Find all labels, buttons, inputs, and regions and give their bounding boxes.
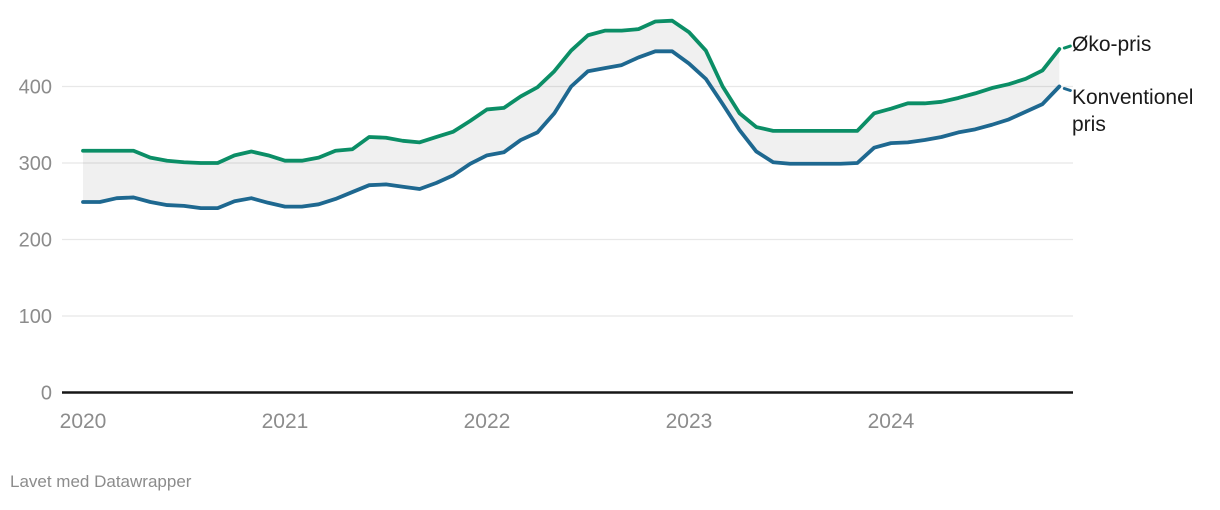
datawrapper-attribution-link[interactable]: Lavet med Datawrapper bbox=[10, 472, 192, 491]
x-tick-label: 2024 bbox=[868, 410, 915, 433]
y-tick-label: 100 bbox=[19, 306, 52, 328]
x-tick-label: 2023 bbox=[666, 410, 713, 433]
y-tick-label: 400 bbox=[19, 77, 52, 99]
legend-label-konventionel-pris: Konventionel pris bbox=[1072, 86, 1194, 136]
x-tick-label: 2022 bbox=[464, 410, 511, 433]
eco-price-line bbox=[81, 18, 1062, 165]
price-gap-band bbox=[83, 20, 1060, 209]
x-tick-label: 2020 bbox=[60, 410, 107, 433]
y-tick-label: 0 bbox=[41, 383, 52, 405]
y-tick-label: 300 bbox=[19, 153, 52, 175]
legend-leader-dash bbox=[1062, 44, 1072, 50]
legend-leader-dash bbox=[1062, 87, 1072, 92]
conventional-price-line bbox=[81, 49, 1062, 211]
x-tick-label: 2021 bbox=[262, 410, 309, 433]
legend-label-eco-pris: Øko-pris bbox=[1072, 33, 1152, 56]
y-tick-label: 200 bbox=[19, 230, 52, 252]
